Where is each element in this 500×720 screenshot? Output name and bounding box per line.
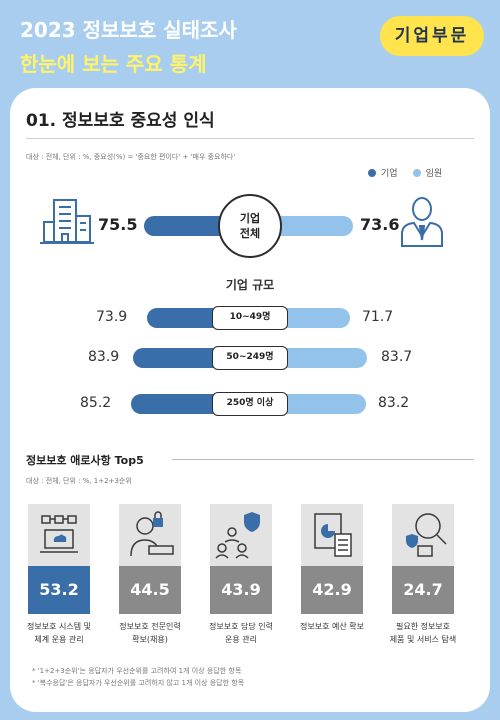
- threat-label-1-line1: 정보보호 시스템 및: [27, 622, 91, 631]
- threat-label-1: 정보보호 시스템 및 체계 운용 관리: [17, 620, 101, 646]
- section-title: 01. 정보보호 중요성 인식: [26, 111, 215, 131]
- executive-total-value: 73.6: [360, 215, 400, 234]
- center-label-line2: 전체: [239, 227, 261, 240]
- size-label-10-49: 10~49명: [212, 306, 288, 330]
- recruiter-person-icon: [119, 504, 181, 566]
- legend-label-executive: 임원: [425, 169, 443, 179]
- threat-label-4: 정보보호 예산 확보: [290, 620, 374, 633]
- threat-label-3-line1: 정보보호 담당 인력: [209, 622, 273, 631]
- threat-value-5: 24.7: [392, 566, 454, 614]
- company-total-value: 75.5: [98, 215, 138, 234]
- footnote-1: * '1+2+3순위'는 응답자가 우선순위를 고려하여 1개 이상 응답한 항…: [32, 667, 242, 675]
- executive-value-250-plus: 83.2: [378, 395, 410, 411]
- size-label-250-plus: 250명 이상: [212, 392, 288, 416]
- threat-label-2: 정보보호 전문인력 확보(채용): [108, 620, 192, 646]
- threat-value-3: 43.9: [210, 566, 272, 614]
- header-title: 2023 정보보호 실태조사: [20, 18, 237, 42]
- legend-swatch-executive: [412, 168, 421, 177]
- company-value-250-plus: 85.2: [80, 395, 112, 411]
- legend-label-company: 기업: [381, 169, 398, 179]
- threat-label-2-line2: 확보(채용): [132, 635, 168, 644]
- threat-value-4: 42.9: [301, 566, 363, 614]
- threat-label-1-line2: 체계 운용 관리: [34, 635, 84, 644]
- legend: 기업 임원: [368, 166, 442, 179]
- company-size-title: 기업 규모: [225, 278, 275, 292]
- threats-title: 정보보호 애로사항 Top5: [26, 454, 144, 467]
- center-label-line1: 기업: [239, 212, 261, 225]
- legend-swatch-company: [368, 168, 376, 177]
- threat-label-5-line2: 제품 및 서비스 탐색: [389, 635, 457, 644]
- threat-label-4-line1: 정보보호 예산 확보: [300, 622, 364, 631]
- executive-value-10-49: 71.7: [362, 309, 394, 325]
- company-value-10-49: 73.9: [96, 309, 128, 325]
- footnote-2: * '복수응답'은 응답자가 우선순위를 고려하지 않고 1개 이상 응답한 항…: [32, 679, 245, 687]
- threats-divider: [172, 459, 474, 460]
- size-label-50-249: 50~249명: [212, 346, 288, 370]
- executive-person-icon: [401, 197, 443, 247]
- section-divider: [26, 138, 474, 139]
- team-shield-icon: [210, 504, 272, 566]
- category-badge: 기업부문: [380, 16, 484, 56]
- threat-label-3: 정보보호 담당 인력 운용 관리: [199, 620, 283, 646]
- budget-calculator-icon: [301, 504, 363, 566]
- office-building-icon: [40, 199, 94, 244]
- threats-note: 대상 : 전체, 단위 : %, 1+2+3순위: [26, 477, 132, 485]
- company-value-50-249: 83.9: [88, 349, 120, 365]
- executive-value-50-249: 83.7: [381, 349, 413, 365]
- threat-label-5: 필요한 정보보호 제품 및 서비스 탐색: [381, 620, 465, 646]
- threat-label-2-line1: 정보보호 전문인력: [119, 622, 181, 631]
- magnifier-search-icon: [392, 504, 454, 566]
- total-center-label: 기업 전체: [218, 194, 282, 258]
- threat-value-2: 44.5: [119, 566, 181, 614]
- threat-value-1: 53.2: [28, 566, 90, 614]
- laptop-network-icon: [28, 504, 90, 566]
- threat-label-5-line1: 필요한 정보보호: [395, 622, 451, 631]
- section-note: 대상 : 전체, 단위 : %, 중요성(%) = '중요한 편이다' + '매…: [26, 153, 236, 161]
- header-subtitle: 한눈에 보는 주요 통계: [20, 52, 207, 76]
- threat-label-3-line2: 운용 관리: [225, 635, 257, 644]
